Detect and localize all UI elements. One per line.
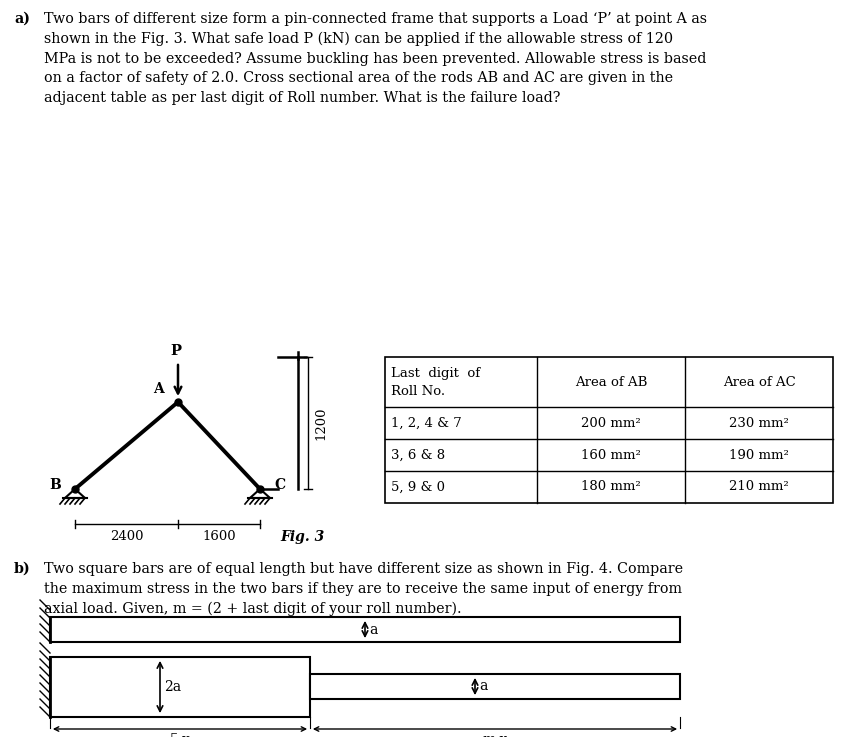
Text: Fig. 3: Fig. 3 — [280, 530, 324, 544]
Text: Area of AB: Area of AB — [575, 375, 647, 388]
Text: 3, 6 & 8: 3, 6 & 8 — [391, 449, 445, 461]
Text: b): b) — [14, 562, 31, 576]
Text: a: a — [479, 680, 488, 694]
Text: m.x: m.x — [483, 733, 508, 737]
Text: Area of AC: Area of AC — [722, 375, 795, 388]
Text: Two square bars are of equal length but have different size as shown in Fig. 4. : Two square bars are of equal length but … — [44, 562, 683, 615]
Text: 160 mm²: 160 mm² — [581, 449, 641, 461]
Text: Last  digit  of
Roll No.: Last digit of Roll No. — [391, 366, 480, 397]
Text: 1600: 1600 — [202, 530, 236, 543]
Text: 2400: 2400 — [109, 530, 143, 543]
Text: 190 mm²: 190 mm² — [729, 449, 789, 461]
Text: P: P — [170, 344, 181, 358]
Text: 5, 9 & 0: 5, 9 & 0 — [391, 481, 445, 494]
Text: 5.x: 5.x — [170, 733, 191, 737]
Text: 1, 2, 4 & 7: 1, 2, 4 & 7 — [391, 416, 462, 430]
Text: Two bars of different size form a pin-connected frame that supports a Load ‘P’ a: Two bars of different size form a pin-co… — [44, 12, 707, 105]
Text: 2a: 2a — [164, 680, 181, 694]
Text: 180 mm²: 180 mm² — [581, 481, 641, 494]
Text: 200 mm²: 200 mm² — [581, 416, 641, 430]
Bar — [310, 674, 680, 699]
Text: 210 mm²: 210 mm² — [729, 481, 789, 494]
Bar — [50, 617, 680, 642]
Text: a: a — [369, 623, 377, 637]
Text: A: A — [153, 382, 164, 396]
Text: a): a) — [14, 12, 30, 26]
Text: 1200: 1200 — [314, 406, 327, 440]
Text: B: B — [49, 478, 61, 492]
Text: C: C — [274, 478, 285, 492]
Bar — [385, 357, 833, 503]
Text: 230 mm²: 230 mm² — [729, 416, 789, 430]
Bar — [50, 657, 310, 717]
